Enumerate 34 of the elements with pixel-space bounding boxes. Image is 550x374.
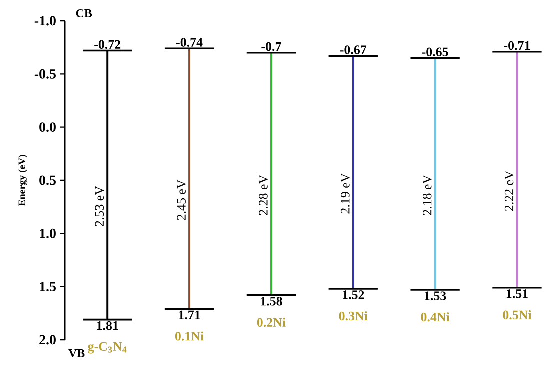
annotation: -0.7	[262, 42, 282, 52]
data-label: 2.45 eV	[177, 180, 186, 220]
x-tick-label: 0.1Ni	[175, 332, 204, 341]
x-tick-label: 0.5Ni	[503, 310, 532, 320]
data-label: 2.28 eV	[259, 175, 268, 216]
annotation: -0.71	[504, 41, 530, 50]
annotation: 1.53	[425, 292, 446, 300]
annotation: 1.52	[343, 290, 364, 300]
data-label: 2.53 eV	[95, 186, 104, 226]
data-label: 2.19 eV	[341, 173, 350, 214]
y-axis-title: Energy (eV)	[18, 155, 28, 206]
text: CB	[76, 9, 92, 18]
x-tick-label: 0.2Ni	[257, 318, 286, 328]
annotation: -0.65	[422, 48, 448, 57]
y-tick-label: 2.0	[40, 335, 56, 345]
annotation: 1.71	[179, 310, 200, 320]
y-tick-label: 1.5	[40, 282, 56, 292]
x-tick-label: g-C$_{3}$N$_{4}$	[88, 342, 127, 354]
y-tick-label: 0.0	[40, 122, 56, 132]
y-tick-label: 0.5	[40, 176, 56, 186]
annotation: -0.72	[94, 40, 121, 50]
annotation: -0.74	[176, 38, 203, 47]
annotation: 1.58	[261, 297, 282, 306]
x-tick-label: 0.4Ni	[421, 312, 450, 322]
annotation: 1.51	[506, 290, 528, 298]
y-tick-label: -1.0	[34, 16, 56, 26]
data-label: 2.22 eV	[504, 170, 514, 212]
x-tick-label: 0.3Ni	[339, 311, 368, 321]
text: VB	[68, 350, 85, 358]
annotation: 1.81	[97, 322, 118, 330]
annotation: -0.67	[340, 46, 367, 54]
data-label: 2.18 eV	[422, 175, 432, 216]
y-tick-label: -0.5	[34, 69, 56, 79]
y-tick-label: 1.0	[40, 228, 56, 238]
